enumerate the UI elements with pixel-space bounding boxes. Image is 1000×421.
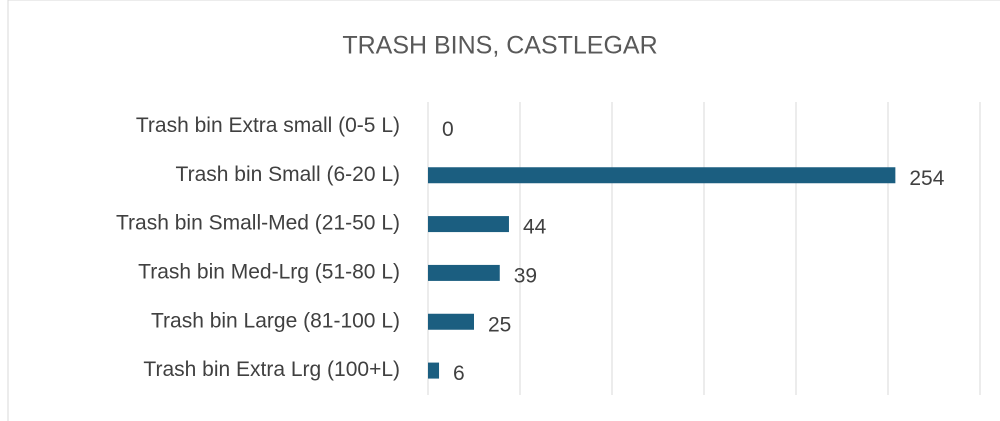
y-tick-label: Trash bin Small (6-20 L) — [176, 163, 400, 186]
y-tick-label: Trash bin Med-Lrg (51-80 L) — [138, 260, 400, 283]
bar — [428, 362, 440, 379]
y-tick-label: Trash bin Extra Lrg (100+L) — [143, 358, 400, 381]
data-label: 39 — [514, 264, 537, 287]
data-label: 25 — [488, 313, 511, 336]
y-tick-label: Trash bin Extra small (0-5 L) — [136, 114, 400, 137]
data-label: 44 — [523, 216, 547, 239]
y-tick-label: Trash bin Small-Med (21-50 L) — [116, 212, 400, 235]
bar — [428, 264, 500, 281]
bar — [428, 313, 474, 330]
chart-border — [7, 0, 1000, 421]
chart-title: TRASH BINS, CASTLEGAR — [342, 32, 657, 60]
bar — [428, 216, 509, 233]
data-label: 254 — [909, 167, 944, 190]
y-tick-label: Trash bin Large (81-100 L) — [151, 309, 400, 332]
data-label: 0 — [442, 118, 454, 141]
bar — [428, 167, 896, 184]
data-label: 6 — [453, 362, 465, 385]
